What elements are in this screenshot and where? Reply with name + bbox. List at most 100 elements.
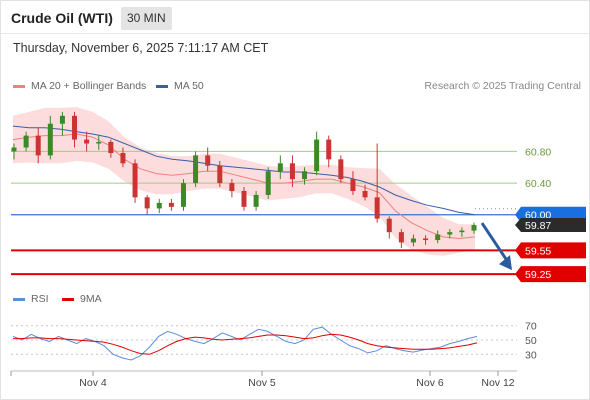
candle-body bbox=[193, 155, 199, 184]
level-tag-59.55 bbox=[515, 242, 586, 259]
research-credit: Research © 2025 Trading Central bbox=[424, 80, 581, 92]
candle-3 bbox=[47, 115, 53, 160]
candle-body bbox=[229, 183, 235, 191]
candle-body bbox=[120, 153, 126, 164]
candle-14 bbox=[180, 179, 186, 211]
candle-body bbox=[338, 159, 344, 180]
level-label-59.55: 59.55 bbox=[525, 245, 551, 257]
candle-19 bbox=[241, 187, 247, 211]
candle-body bbox=[471, 225, 477, 231]
level-label-60.80: 60.80 bbox=[525, 146, 551, 158]
candle-body bbox=[410, 238, 416, 243]
candle-body bbox=[386, 218, 392, 233]
bollinger-band bbox=[13, 107, 475, 256]
candle-body bbox=[132, 163, 138, 198]
candle-12 bbox=[156, 198, 162, 214]
legend-rsi-ma: 9MA bbox=[62, 293, 102, 305]
candle-body bbox=[326, 139, 332, 160]
level-tag-59.25 bbox=[515, 266, 586, 283]
candle-body bbox=[423, 238, 429, 241]
candle-17 bbox=[217, 160, 223, 188]
candle-10 bbox=[132, 159, 138, 203]
candle-body bbox=[205, 155, 211, 166]
candle-2 bbox=[35, 127, 41, 164]
candle-6 bbox=[84, 131, 90, 152]
candle-body bbox=[144, 197, 150, 209]
candle-body bbox=[265, 171, 271, 195]
last-price-tag bbox=[515, 218, 586, 233]
legend-ma20: MA 20 + Bollinger Bands bbox=[13, 80, 146, 92]
ma20-swatch bbox=[13, 84, 25, 88]
series-ma20 bbox=[12, 133, 476, 240]
legend-ma50-label: MA 50 bbox=[174, 80, 204, 92]
forecast-arrow-shaft bbox=[480, 222, 510, 263]
candle-body bbox=[435, 234, 441, 241]
candle-37 bbox=[459, 227, 465, 237]
candle-body bbox=[350, 179, 356, 191]
candle-30 bbox=[374, 143, 380, 223]
x-tick-label-2: Nov 6 bbox=[416, 377, 444, 389]
candle-body bbox=[217, 165, 223, 184]
candle-body bbox=[180, 183, 186, 207]
candle-body bbox=[168, 202, 174, 207]
candle-body bbox=[277, 163, 283, 172]
candle-body bbox=[47, 123, 53, 156]
candle-23 bbox=[289, 155, 295, 188]
candle-36 bbox=[447, 228, 453, 239]
candle-body bbox=[374, 197, 380, 219]
candle-4 bbox=[59, 111, 65, 136]
candle-body bbox=[447, 232, 453, 235]
ma50-swatch bbox=[156, 84, 168, 88]
candle-8 bbox=[108, 139, 114, 158]
candle-33 bbox=[410, 234, 416, 247]
legend-ma50: MA 50 bbox=[156, 80, 204, 92]
rsi-swatch bbox=[13, 297, 25, 301]
candle-body bbox=[23, 135, 29, 148]
candle-22 bbox=[277, 155, 283, 180]
series-ma50 bbox=[12, 125, 476, 216]
candle-body bbox=[72, 115, 78, 140]
level-label-60.40: 60.40 bbox=[525, 178, 551, 190]
candle-28 bbox=[350, 171, 356, 195]
x-tick-label-3: Nov 12 bbox=[481, 377, 514, 389]
rsi-ma-swatch bbox=[62, 297, 74, 301]
rsi-tick-30: 30 bbox=[525, 349, 537, 361]
candle-body bbox=[84, 139, 90, 144]
interval-button[interactable]: 30 MIN bbox=[121, 7, 172, 30]
candle-body bbox=[59, 115, 65, 124]
candle-body bbox=[108, 141, 114, 154]
candle-body bbox=[156, 202, 162, 209]
candle-7 bbox=[96, 135, 102, 150]
candle-18 bbox=[229, 179, 235, 198]
candle-body bbox=[302, 171, 308, 180]
candle-body bbox=[459, 230, 465, 233]
rsi-series-rsi_ma bbox=[13, 333, 478, 355]
x-tick-label-0: Nov 4 bbox=[79, 377, 107, 389]
header-divider bbox=[0, 33, 590, 34]
legend-rsi-ma-label: 9MA bbox=[80, 293, 102, 305]
candle-31 bbox=[386, 216, 392, 239]
chart-title: Crude Oil (WTI) bbox=[11, 10, 113, 26]
candle-1 bbox=[23, 131, 29, 152]
candle-body bbox=[398, 232, 404, 243]
candle-27 bbox=[338, 155, 344, 184]
candle-body bbox=[96, 141, 102, 144]
candle-0 bbox=[11, 143, 17, 160]
candle-32 bbox=[398, 228, 404, 248]
candle-body bbox=[314, 139, 320, 172]
candle-13 bbox=[168, 198, 174, 211]
candle-body bbox=[289, 163, 295, 180]
rsi-tick-50: 50 bbox=[525, 335, 537, 347]
candle-29 bbox=[362, 184, 368, 201]
rsi-series-rsi bbox=[12, 326, 478, 361]
candle-26 bbox=[326, 135, 332, 168]
legend-rsi-label: RSI bbox=[31, 293, 49, 305]
candle-body bbox=[35, 135, 41, 156]
forecast-arrow-head bbox=[499, 255, 512, 271]
candle-5 bbox=[72, 111, 78, 148]
timestamp: Thursday, November 6, 2025 7:11:17 AM CE… bbox=[13, 41, 269, 55]
candle-15 bbox=[193, 151, 199, 188]
candle-20 bbox=[253, 191, 259, 211]
candle-25 bbox=[314, 131, 320, 176]
